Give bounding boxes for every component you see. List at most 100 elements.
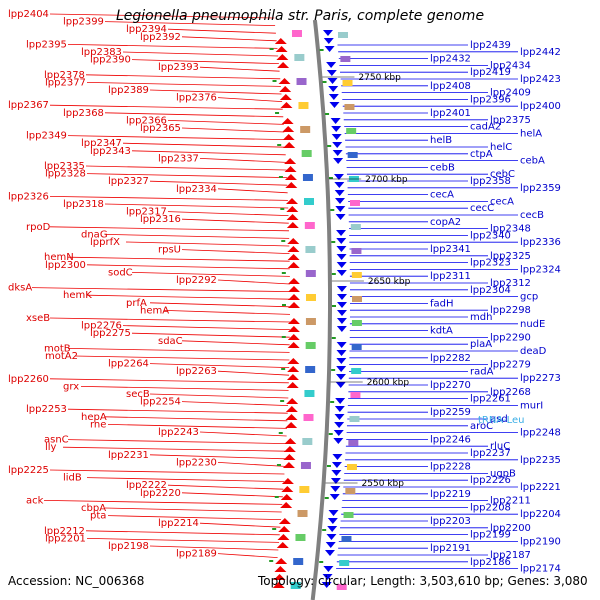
left-connector — [217, 279, 290, 285]
left-gene-label: lpp2230 — [176, 457, 217, 468]
left-connector — [131, 332, 290, 338]
reverse-gene-arrow — [335, 214, 346, 220]
left-connector — [104, 507, 282, 513]
forward-gene-arrow — [277, 62, 290, 68]
orf-marker — [327, 145, 332, 147]
forward-gene-arrow — [286, 214, 299, 220]
right-gene-label: cecB — [520, 210, 544, 221]
left-gene-label: lpp2392 — [140, 32, 181, 43]
right-gene-label: lpp2348 — [490, 224, 531, 235]
orf-marker — [326, 465, 331, 467]
right-gene-label: lpp2174 — [520, 564, 561, 575]
right-gene-label: lpp2408 — [430, 81, 471, 92]
category-block — [304, 390, 315, 397]
category-block — [295, 534, 306, 541]
right-gene-label: lpp2401 — [430, 108, 471, 119]
left-connector — [31, 287, 290, 292]
right-gene-label: helA — [520, 128, 542, 139]
forward-gene-arrow — [282, 134, 295, 140]
reverse-gene-arrow — [336, 358, 347, 364]
orf-marker — [331, 337, 336, 339]
category-block — [305, 294, 316, 301]
forward-gene-arrow — [278, 518, 291, 524]
left-connector — [217, 462, 285, 467]
reverse-gene-arrow — [336, 254, 347, 260]
orf-marker — [331, 241, 336, 243]
reverse-gene-arrow — [336, 326, 347, 332]
length-value: 3,503,610 bp — [419, 574, 500, 588]
reverse-gene-arrow — [335, 374, 346, 380]
left-connector — [149, 302, 291, 308]
left-gene-label: lidB — [63, 473, 82, 484]
category-block — [290, 582, 301, 589]
left-connector — [85, 74, 281, 80]
category-block — [337, 32, 348, 38]
reverse-gene-arrow — [334, 422, 345, 428]
right-gene-label: asd — [490, 414, 508, 425]
left-connector — [86, 294, 291, 300]
category-block — [303, 414, 314, 421]
reverse-gene-arrow — [330, 118, 341, 124]
forward-gene-arrow — [275, 558, 288, 564]
left-gene-label: lpp2395 — [26, 39, 67, 50]
forward-gene-arrow — [280, 102, 293, 108]
genes-label: Genes: — [507, 574, 550, 588]
left-gene-label: lpp2263 — [176, 366, 217, 377]
category-block — [303, 198, 314, 205]
right-gene-label: lpp2396 — [470, 94, 511, 105]
reverse-gene-arrow — [321, 582, 332, 588]
position-markers: 2750 kbp 2700 kbp 2650 kbp 2600 kbp 2550 kbp — [322, 73, 411, 489]
reverse-gene-arrow — [326, 70, 337, 76]
reverse-gene-arrow — [336, 302, 347, 308]
reverse-gene-arrow — [326, 534, 337, 540]
trna-label: tRNA-Leu — [478, 415, 524, 426]
reverse-gene-arrow — [331, 126, 342, 132]
left-gene-label: lpp2393 — [158, 62, 199, 73]
right-gene-label: cadA2 — [470, 122, 501, 133]
right-gene-label: lpp2279 — [490, 360, 531, 371]
forward-gene-arrow — [282, 462, 295, 468]
right-gene-label: deaD — [520, 346, 547, 357]
orf-marker — [331, 305, 336, 307]
left-connector — [217, 370, 290, 376]
reverse-gene-arrow — [336, 246, 347, 252]
left-connector — [85, 530, 280, 536]
genome-backbone — [310, 19, 332, 600]
orf-marker — [269, 560, 274, 562]
category-block — [301, 150, 312, 157]
left-gene-label: motA2 — [45, 351, 78, 362]
forward-gene-arrow — [276, 542, 289, 548]
right-gene-label: lpp2187 — [490, 550, 531, 561]
left-gene-label: lpp2343 — [90, 146, 131, 157]
orf-marker — [328, 433, 333, 435]
left-connector — [217, 97, 283, 102]
left-connector — [104, 203, 289, 209]
left-gene-label: rpoD — [26, 222, 51, 233]
right-gene-label: helB — [430, 135, 452, 146]
right-gene-label: lpp2359 — [520, 183, 561, 194]
reverse-gene-arrow — [327, 518, 338, 524]
category-block — [345, 488, 356, 494]
category-block — [349, 416, 360, 422]
reverse-gene-arrow — [325, 542, 336, 548]
reverse-gene-arrow — [334, 182, 345, 188]
left-gene-label: lpp2254 — [140, 397, 181, 408]
forward-gene-arrow — [280, 502, 293, 508]
left-gene-label: lpp2399 — [63, 17, 104, 28]
left-gene-label: asnC — [44, 435, 69, 446]
reverse-gene-arrow — [336, 270, 347, 276]
reverse-gene-arrow — [326, 62, 337, 68]
category-block — [305, 246, 316, 253]
forward-gene-arrow — [281, 486, 294, 492]
forward-gene-arrow — [283, 454, 296, 460]
left-gene-label: dnaG — [81, 229, 108, 240]
left-connector — [181, 401, 289, 406]
left-connector — [86, 477, 284, 482]
right-gene-label: lpp2226 — [470, 475, 511, 486]
left-gene-label: lpp2316 — [140, 214, 181, 225]
left-connector — [167, 484, 284, 490]
reverse-gene-arrow — [333, 174, 344, 180]
right-gene-label: radA — [470, 366, 494, 377]
left-connector — [131, 59, 279, 64]
